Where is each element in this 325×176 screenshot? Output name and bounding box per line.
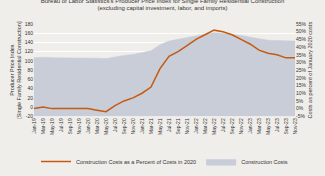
svg-text:Nov-19: Nov-19: [76, 118, 82, 134]
svg-text:60: 60: [27, 76, 33, 82]
svg-text:45%: 45%: [296, 36, 307, 42]
svg-text:Mar-20: Mar-20: [94, 118, 100, 134]
svg-text:May-20: May-20: [103, 118, 109, 135]
svg-text:Jul-22: Jul-22: [220, 118, 226, 132]
svg-text:May-22: May-22: [211, 118, 217, 135]
svg-text:Nov-20: Nov-20: [130, 118, 136, 134]
svg-text:Nov-23: Nov-23: [292, 118, 298, 134]
svg-text:Producer Price Index[Single Fa: Producer Price Index[Single Family Resid…: [9, 21, 22, 119]
svg-text:Nov-22: Nov-22: [238, 118, 244, 134]
svg-text:Jul-19: Jul-19: [58, 118, 64, 132]
svg-text:Sep-22: Sep-22: [229, 118, 235, 134]
svg-text:Bureau of Labor Statistics's P: Bureau of Labor Statistics's Producer Pr…: [41, 0, 285, 11]
svg-text:20: 20: [27, 95, 33, 101]
svg-text:120: 120: [25, 48, 34, 54]
svg-text:Nov-21: Nov-21: [184, 118, 190, 134]
svg-text:Construction Costs as a Percen: Construction Costs as a Percent of Costs…: [76, 159, 196, 165]
svg-text:Mar-19: Mar-19: [40, 118, 46, 134]
svg-text:Jan-23: Jan-23: [247, 118, 253, 134]
svg-text:Jan-20: Jan-20: [85, 118, 91, 134]
svg-text:50%: 50%: [296, 28, 307, 34]
svg-text:35%: 35%: [296, 52, 307, 58]
svg-text:100: 100: [25, 58, 34, 64]
svg-text:Jul-20: Jul-20: [112, 118, 118, 132]
svg-text:May-19: May-19: [49, 118, 55, 135]
svg-text:Mar-22: Mar-22: [202, 118, 208, 134]
svg-text:0%: 0%: [296, 105, 304, 111]
svg-text:20%: 20%: [296, 75, 307, 81]
svg-text:30%: 30%: [296, 59, 307, 65]
svg-text:0: 0: [30, 104, 33, 110]
svg-text:180: 180: [25, 21, 34, 27]
svg-text:Construction Costs: Construction Costs: [241, 159, 288, 165]
svg-text:40%: 40%: [296, 44, 307, 50]
svg-text:May-23: May-23: [265, 118, 271, 135]
svg-text:Sep-23: Sep-23: [283, 118, 289, 134]
svg-text:Mar-21: Mar-21: [148, 118, 154, 134]
svg-text:Mar-23: Mar-23: [256, 118, 262, 134]
svg-text:-20: -20: [26, 113, 33, 119]
svg-text:Sep-20: Sep-20: [121, 118, 127, 134]
svg-text:55%: 55%: [296, 21, 307, 27]
svg-text:Sep-19: Sep-19: [67, 118, 73, 134]
svg-text:May-21: May-21: [157, 118, 163, 135]
svg-text:Jan-19: Jan-19: [31, 118, 37, 134]
svg-text:Sep-21: Sep-21: [175, 118, 181, 134]
svg-text:-5%: -5%: [296, 113, 305, 119]
svg-text:40: 40: [27, 85, 33, 91]
svg-text:5%: 5%: [296, 98, 304, 104]
svg-text:Costs as percent of January 20: Costs as percent of January 2020 costs: [307, 22, 313, 119]
svg-text:Jan-21: Jan-21: [139, 118, 145, 134]
svg-text:10%: 10%: [296, 90, 307, 96]
svg-text:15%: 15%: [296, 82, 307, 88]
svg-text:160: 160: [25, 30, 34, 36]
svg-text:Jul-23: Jul-23: [274, 118, 280, 132]
svg-text:140: 140: [25, 39, 34, 45]
svg-text:Jul-21: Jul-21: [166, 118, 172, 132]
svg-text:25%: 25%: [296, 67, 307, 73]
svg-text:80: 80: [27, 67, 33, 73]
svg-text:Jan-22: Jan-22: [193, 118, 199, 134]
